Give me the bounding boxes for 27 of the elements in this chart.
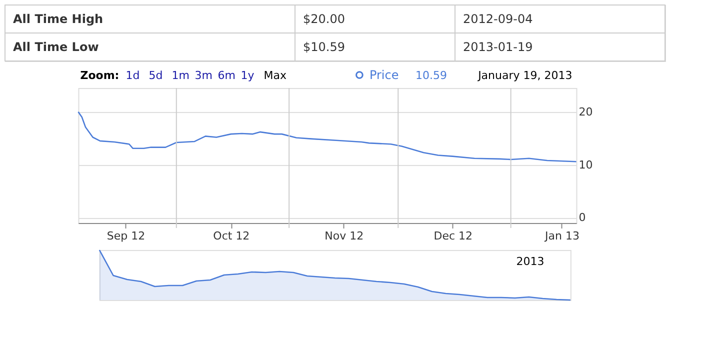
x-tick-label: Dec 12 [434,230,473,242]
text: 1d [126,69,140,82]
text: 3m [194,69,212,82]
x-tick-label: Oct 12 [213,230,250,242]
text: 5d [148,69,163,82]
text: January 19, 2013 [477,69,572,82]
text: 6m [218,69,236,82]
text: 2013-01-19 [463,40,533,54]
text: Zoom: [80,69,120,82]
y-tick-label: 10 [578,158,593,172]
x-tick-label: Nov 12 [324,230,364,242]
text: All Time High [13,12,104,26]
text: 1m [172,69,190,82]
y-tick-label: 20 [578,105,593,118]
x-tick-label: Sep 12 [106,230,146,242]
text: 1y [240,69,255,82]
annotation: 2013 [516,255,544,268]
text: 2012-09-04 [463,12,533,26]
y-tick-label: 0 [578,211,586,224]
text: 10.59 [416,69,448,82]
text: All Time Low [13,40,99,54]
line-series [78,111,577,162]
text: $20.00 [303,12,345,26]
x-tick-label: Jan 13 [544,230,580,242]
text: Max [264,69,287,82]
legend-label: Price [369,68,399,82]
text: $10.59 [303,40,345,54]
